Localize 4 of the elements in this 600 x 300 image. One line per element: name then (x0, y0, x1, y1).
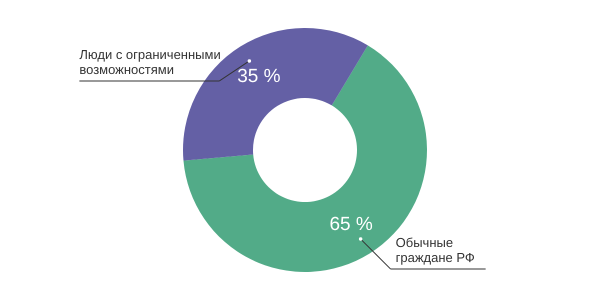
slice-label: Люди с ограниченными возможностями (79, 46, 221, 77)
data-label: 35 % (237, 66, 281, 88)
slice-label: Обычные граждане РФ (396, 235, 475, 266)
data-label: 65 % (329, 214, 373, 235)
